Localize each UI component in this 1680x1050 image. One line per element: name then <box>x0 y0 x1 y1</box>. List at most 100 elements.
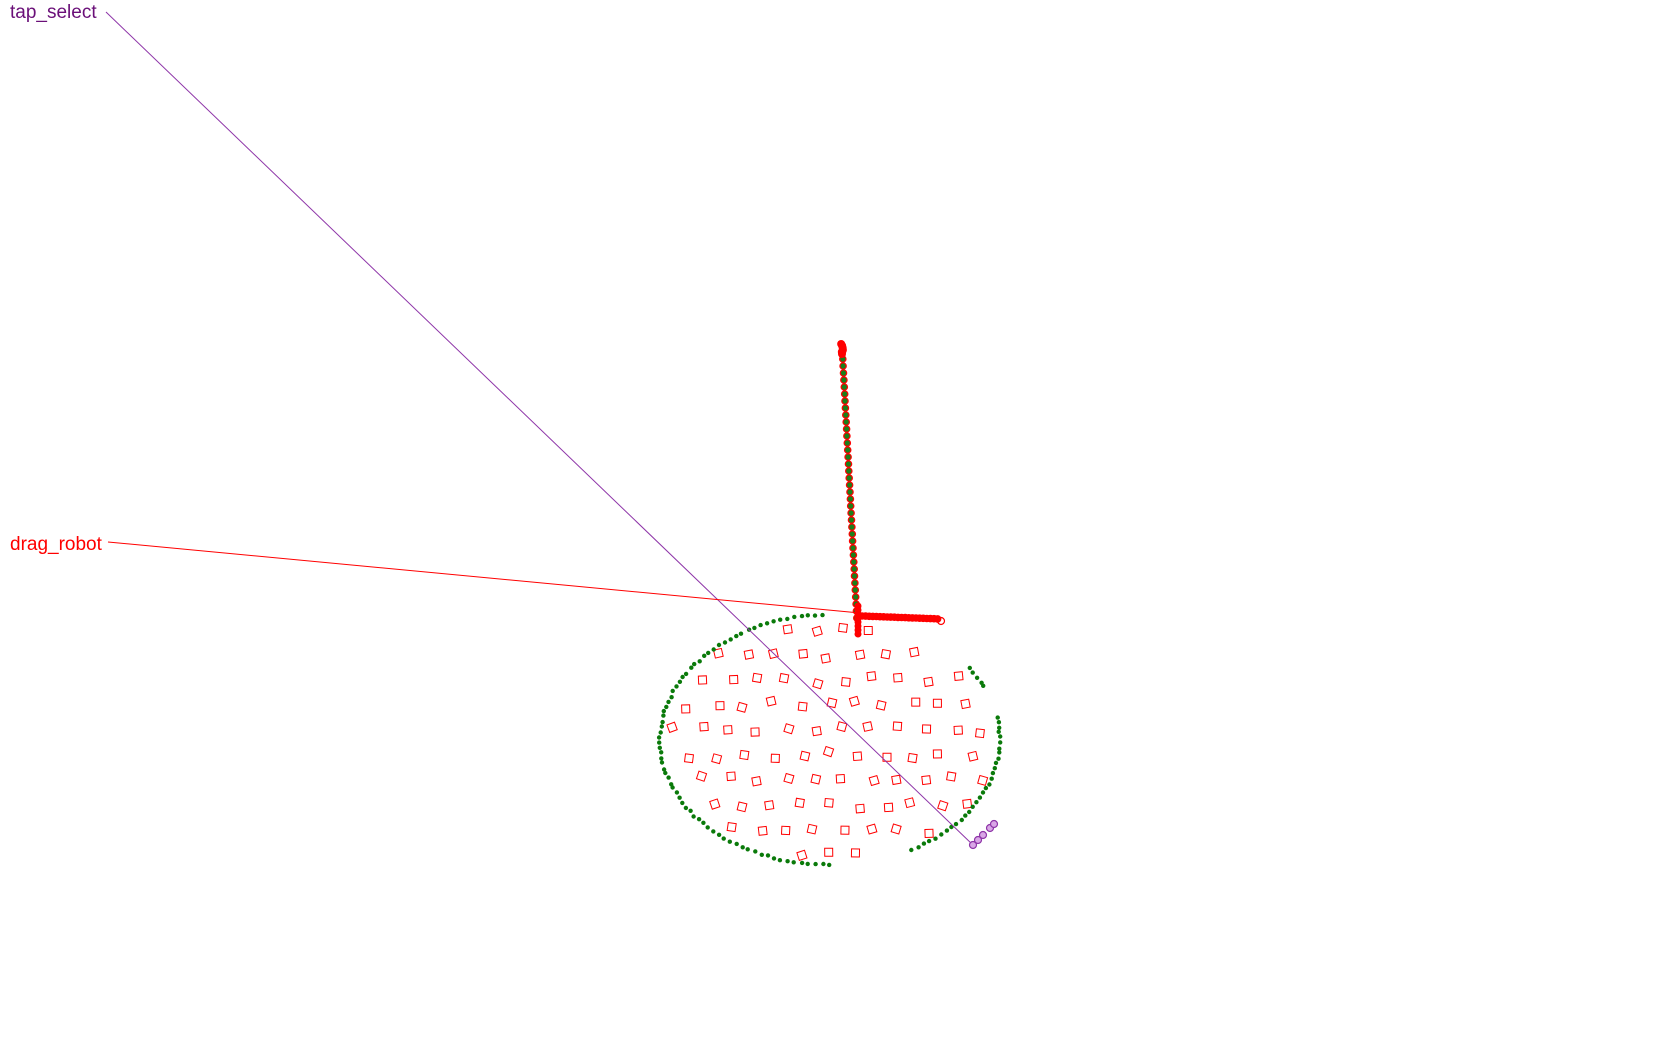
target-square <box>765 695 777 707</box>
ring-dot <box>989 776 994 781</box>
ring-dot <box>953 821 959 827</box>
ring-dot <box>771 856 777 861</box>
ring-dot <box>771 619 776 624</box>
ring-dot <box>791 860 796 865</box>
drag-trail-dot <box>848 530 857 538</box>
ring-dot <box>821 861 826 867</box>
ring-dot <box>981 683 986 688</box>
ring-dot <box>998 734 1003 739</box>
target-square <box>750 727 760 737</box>
drag-robot-pointer-line <box>107 541 861 614</box>
target-square <box>850 848 861 858</box>
target-square <box>854 649 866 661</box>
target-square <box>826 697 838 709</box>
target-square <box>960 698 971 710</box>
target-square <box>810 773 822 785</box>
ring-dot <box>659 750 664 755</box>
ring-dot <box>997 746 1002 751</box>
drag-trail-dot <box>851 593 860 601</box>
target-square <box>953 671 964 681</box>
tap-point-marker <box>978 830 988 840</box>
ring-dot <box>799 613 805 619</box>
ring-dot <box>909 847 914 853</box>
ring-dot <box>657 740 662 745</box>
target-square <box>921 724 932 734</box>
target-square <box>923 676 934 688</box>
tap-point-marker <box>968 840 978 850</box>
ring-dot <box>683 805 689 811</box>
ring-dot <box>785 616 790 622</box>
target-square <box>835 774 846 784</box>
drag-trail-dot <box>840 383 849 391</box>
ring-dot <box>661 708 666 714</box>
drag-trail-dot <box>846 488 854 496</box>
ring-dot <box>996 729 1001 734</box>
ring-dot <box>711 829 716 834</box>
target-square <box>736 801 748 813</box>
target-square <box>770 753 780 763</box>
ring-dot <box>998 740 1003 745</box>
ring-dot <box>691 814 696 819</box>
ring-dot <box>778 617 783 622</box>
ring-dot <box>933 836 938 841</box>
ring-dot <box>669 695 674 700</box>
target-square <box>811 625 823 637</box>
target-square <box>822 745 835 758</box>
tap-point-marker <box>989 819 999 829</box>
ring-dot <box>827 862 832 868</box>
ring-dot <box>661 713 666 718</box>
ring-dot <box>705 825 710 830</box>
drag-trail-vertical <box>837 340 862 638</box>
ring-dot <box>656 735 662 740</box>
drag-trail-dot <box>842 418 851 426</box>
target-square <box>946 771 957 782</box>
ring-dot <box>740 845 745 850</box>
ring-dot <box>692 661 697 667</box>
target-square <box>962 798 973 809</box>
ring-dot <box>970 670 975 675</box>
target-square <box>715 701 725 711</box>
ring-dot <box>669 782 674 787</box>
target-square <box>866 671 877 682</box>
ring-dot <box>974 800 979 805</box>
drag-trail-dot <box>844 453 852 461</box>
target-square <box>893 672 903 683</box>
target-square <box>932 698 942 708</box>
ring-dot <box>764 621 770 626</box>
target-square <box>882 752 892 762</box>
drag-trail-dot <box>843 439 852 447</box>
ring-dot <box>997 725 1002 730</box>
ring-dot <box>752 625 757 631</box>
ring-dot <box>728 637 733 642</box>
ring-dot <box>983 785 989 791</box>
tap-select-label: tap_select <box>10 2 97 23</box>
target-square <box>797 701 808 712</box>
ring-dot <box>990 770 996 776</box>
tap-select-pointer-line <box>105 11 974 846</box>
drag-trail-dot <box>850 572 859 580</box>
drag-trail-dot <box>842 425 851 433</box>
ring-dot <box>666 775 671 780</box>
target-square <box>743 649 755 660</box>
ring-dot <box>980 790 986 795</box>
ring-dot <box>820 612 825 618</box>
ring-dot <box>701 820 706 825</box>
ring-dot <box>974 675 980 680</box>
ring-dot <box>659 724 664 729</box>
ring-dot <box>799 860 805 866</box>
target-square <box>666 721 678 734</box>
ring-dot <box>659 760 665 765</box>
drag-trail-dot <box>840 390 849 398</box>
ring-dot <box>758 622 763 628</box>
ring-dot <box>706 650 711 656</box>
ring-dot <box>977 795 983 800</box>
drag-trail-dot <box>839 369 848 377</box>
drag-start-marker <box>838 350 847 358</box>
drag-trail-dot <box>847 516 856 524</box>
target-square <box>798 648 809 659</box>
target-square <box>767 648 779 660</box>
ring-dot <box>727 839 732 844</box>
target-square <box>764 800 775 811</box>
target-square <box>780 825 791 836</box>
ring-dot <box>995 715 1000 720</box>
